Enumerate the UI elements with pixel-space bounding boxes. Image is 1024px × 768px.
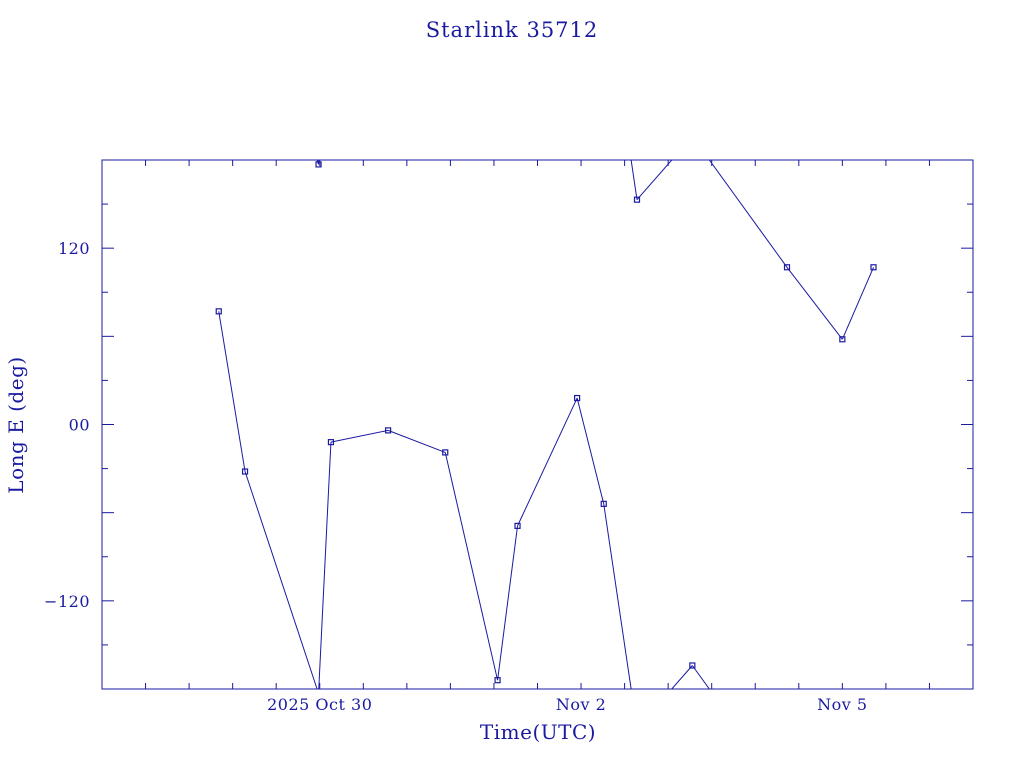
data-point [315,161,322,168]
series-segment [444,452,499,681]
x-tick-label: 2025 Oct 30 [267,695,372,714]
x-axis-label: Time(UTC) [480,720,596,744]
series-segment [387,429,446,453]
data-point [327,439,335,446]
data-point [241,468,249,475]
series-segment [630,160,638,200]
series-segment [786,266,843,340]
data-point [494,677,501,684]
x-tick-label: Nov 2 [556,695,606,714]
y-tick-labels: 120 00 −120 [44,239,90,611]
series-segment [517,397,578,527]
series-segment [708,160,788,268]
data-point [442,449,449,456]
series-segment [497,525,519,681]
y-axis-label: Long E (deg) [4,356,28,493]
x-tick-label: Nov 5 [817,695,867,714]
series-segment [318,442,332,689]
y-tick-label: −120 [44,592,90,611]
data-point [600,500,607,507]
y-tick-label: 00 [69,416,90,435]
data-point [215,308,222,315]
x-minor-ticks [145,160,930,689]
series-segment [603,503,632,689]
y-tick-label: 120 [58,239,90,258]
series-segment [636,160,673,201]
data-point [514,522,521,529]
data-point [839,336,846,343]
data-point [870,264,877,271]
series-group [215,160,877,689]
y-ticks [102,203,973,646]
series-segment [671,665,693,689]
data-point [783,264,791,271]
x-tick-labels: 2025 Oct 30 Nov 2 Nov 5 [267,695,867,714]
series-segment [841,267,874,340]
series-segment [691,665,710,689]
series-segment [218,311,246,472]
plot-frame [101,159,974,690]
chart-title: Starlink 35712 [426,18,599,42]
series-segment [576,397,605,504]
data-point [633,196,641,203]
series-segment [330,429,389,443]
data-point [574,394,581,402]
series-segment [244,471,318,689]
data-point [384,427,392,434]
data-point [689,662,696,669]
